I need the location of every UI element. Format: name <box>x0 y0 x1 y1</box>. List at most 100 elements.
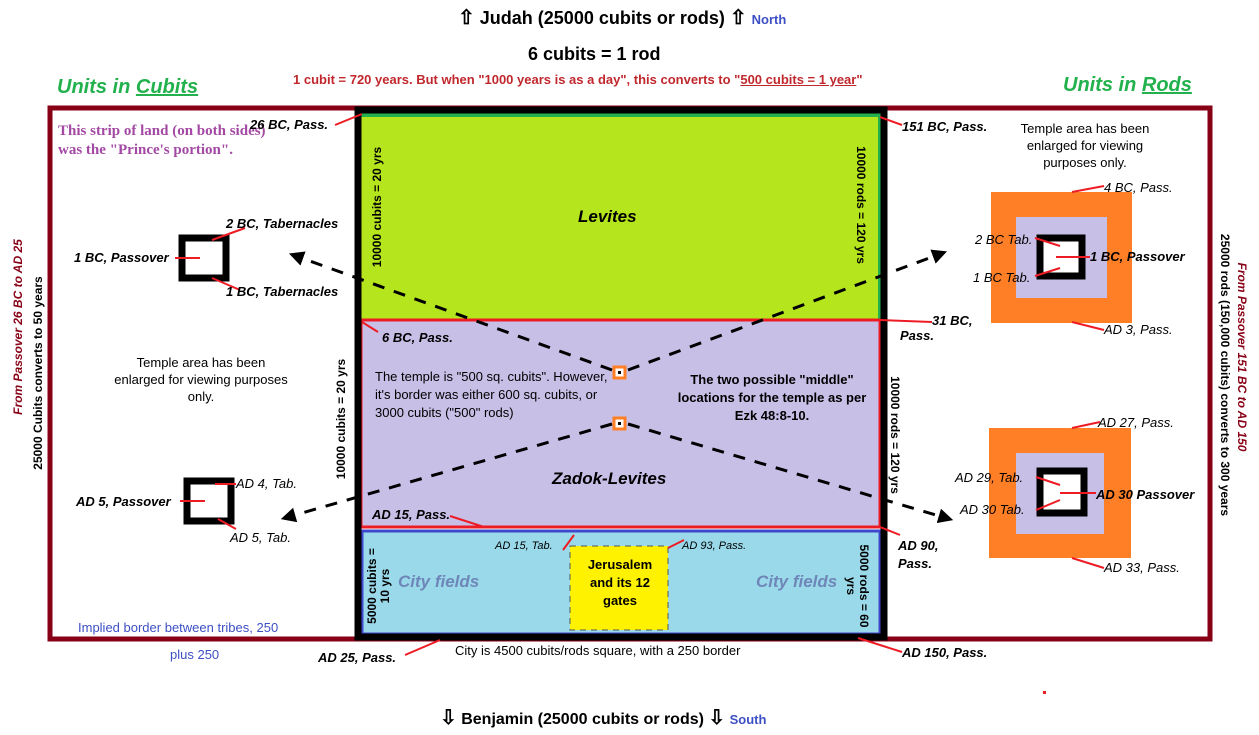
city-size-note: City is 4500 cubits/rods square, with a … <box>455 643 741 658</box>
label-1bc-tabernacles-left: 1 BC, Tabernacles <box>226 284 339 299</box>
label-ad15-pass: AD 15, Pass. <box>372 507 451 522</box>
label-ad27-pass-right: AD 27, Pass. <box>1098 415 1174 430</box>
left-temple-note: Temple area has been enlarged for viewin… <box>114 355 288 404</box>
left-units-title-a: Units in <box>57 76 136 98</box>
label-ad5-tab-left: AD 5, Tab. <box>230 530 291 545</box>
left-side-conversion: 25000 Cubits converts to 50 years <box>31 276 45 470</box>
implied-border-note: Implied border between tribes, 250 <box>78 620 279 635</box>
leader-ad90 <box>879 526 901 536</box>
leader-2bc-tab-right <box>1034 237 1061 247</box>
right-units-title-a: Units in <box>1063 74 1142 96</box>
prince-note: This strip of land (on both sides) was t… <box>58 123 266 158</box>
leader-31bc <box>879 319 933 323</box>
label-1bc-tab-right: 1 BC Tab. <box>973 270 1031 285</box>
label-ad4-tab-left: AD 4, Tab. <box>236 476 297 491</box>
label-2bc-tab-right: 2 BC Tab. <box>975 232 1033 247</box>
label-151bc-pass: 151 BC, Pass. <box>902 119 988 134</box>
label-ad3-pass-right: AD 3, Pass. <box>1104 322 1173 337</box>
label-ad5-passover-left: AD 5, Passover <box>76 494 171 509</box>
middle-locations-note: The two possible "middle" locations for … <box>677 372 867 423</box>
north-direction: North <box>751 12 787 27</box>
left-units-title-b: Cubits <box>135 76 199 98</box>
label-1bc-passover-left: 1 BC, Passover <box>74 250 169 265</box>
city-fields-right-label: City fields <box>756 572 838 591</box>
cubit-years-note: 1 cubit = 720 years. But when "1000 year… <box>293 72 863 87</box>
temple-marker-lower-dot <box>618 422 621 425</box>
cubit-years-text-a: 1 cubit = 720 years. But when "1000 year… <box>293 72 741 87</box>
dim-levites-right: 10000 rods = 120 yrs <box>854 146 868 264</box>
temple-marker-upper-dot <box>618 371 621 374</box>
south-heading: ⇩ Benjamin (25000 cubits or rods) ⇩ Sout… <box>440 707 767 729</box>
label-26bc-pass: 26 BC, Pass. <box>250 117 329 132</box>
up-arrow-icon: ⇧ <box>458 7 475 29</box>
leader-ad5-tab-left <box>217 518 237 530</box>
temple-size-note: The temple is "500 sq. cubits". However,… <box>375 369 608 420</box>
leader-ad150 <box>857 637 903 653</box>
zadok-levites-label: Zadok-Levites <box>552 469 667 488</box>
leader-ad15 <box>449 515 485 528</box>
label-ad30-passover-right: AD 30 Passover <box>1096 487 1195 502</box>
label-ad33-pass-right: AD 33, Pass. <box>1104 560 1180 575</box>
left-units-title: Units in Cubits <box>57 76 198 99</box>
leader-ad93 <box>667 539 685 549</box>
leader-ad30-tab <box>1035 499 1061 511</box>
jerusalem-label: Jerusalem and its 12 gates <box>587 557 653 608</box>
label-1bc-passover-right: 1 BC, Passover <box>1090 249 1185 264</box>
label-ad30-tab-right: AD 30 Tab. <box>960 502 1025 517</box>
right-temple-note: Temple area has been enlarged for viewin… <box>1020 121 1150 170</box>
arrow-lower-right <box>627 422 954 524</box>
label-ad90-pass-a: AD 90, <box>898 538 939 553</box>
right-units-title-b: Rods <box>1141 74 1192 96</box>
label-ad15-tab: AD 15, Tab. <box>495 540 553 552</box>
dim-zadok-right: 10000 rods = 120 yrs <box>888 376 902 494</box>
north-tribe-label: Judah (25000 cubits or rods) <box>479 8 725 28</box>
label-4bc-pass-right: 4 BC, Pass. <box>1104 180 1173 195</box>
south-direction: South <box>729 712 767 727</box>
leader-ad29 <box>1035 476 1061 486</box>
cubit-years-text-b: 500 cubits = 1 year <box>740 72 857 87</box>
right-side-conversion: 25000 rods (150,000 cubits) converts to … <box>1218 233 1232 517</box>
arrow-upper-left <box>288 251 613 372</box>
right-units-title: Units in Rods <box>1063 74 1192 97</box>
leader-1bc-tab-right <box>1034 267 1061 277</box>
city-fields-left-label: City fields <box>398 572 480 591</box>
plus-border-note: plus 250 <box>170 647 220 662</box>
south-tribe-label: Benjamin (25000 cubits or rods) <box>461 711 704 728</box>
right-side-range: From Passover 151 BC to AD 150 <box>1235 262 1249 452</box>
label-ad93-pass: AD 93, Pass. <box>682 540 747 552</box>
up-arrow-icon: ⇧ <box>729 7 747 29</box>
label-31bc-pass-b: Pass. <box>900 328 934 343</box>
levites-top-stripe <box>360 112 880 117</box>
leader-26bc <box>334 113 363 126</box>
down-arrow-icon: ⇩ <box>440 707 457 729</box>
down-arrow-icon: ⇩ <box>708 707 726 729</box>
left-side-range: From Passover 26 BC to AD 25 <box>11 239 25 415</box>
leader-6bc <box>361 321 379 333</box>
label-ad29-tab-right: AD 29, Tab. <box>955 470 1024 485</box>
dim-city-right: 5000 rods = 60 yrs <box>844 544 871 628</box>
leader-151bc <box>879 116 903 126</box>
leader-ad15-tab <box>562 534 575 551</box>
label-2bc-tabernacles-left: 2 BC, Tabernacles <box>226 216 339 231</box>
cubit-years-text-c: " <box>856 72 863 87</box>
dim-levites-left: 10000 cubits = 20 yrs <box>370 146 384 268</box>
leader-ad33 <box>1071 557 1105 569</box>
leader-ad27 <box>1071 421 1101 429</box>
leader-2bc-tab-left <box>211 227 246 241</box>
rod-conversion: 6 cubits = 1 rod <box>528 44 661 64</box>
dim-zadok-left: 10000 cubits = 20 yrs <box>334 358 348 480</box>
leader-1bc-tab-left <box>211 277 241 291</box>
arrow-upper-right <box>627 249 948 372</box>
levites-region <box>360 112 880 320</box>
leader-ad25 <box>404 639 441 656</box>
center-frame <box>354 106 888 641</box>
label-6bc-pass: 6 BC, Pass. <box>382 330 453 345</box>
label-ad25-pass: AD 25, Pass. <box>318 650 397 665</box>
label-31bc-pass-a: 31 BC, <box>932 313 973 328</box>
north-heading: ⇧ Judah (25000 cubits or rods) ⇧ North <box>458 8 786 29</box>
dim-city-left: 5000 cubits = 10 yrs <box>365 548 392 624</box>
leader-ad3 <box>1071 321 1105 331</box>
leader-4bc <box>1071 185 1105 193</box>
label-ad150-pass: AD 150, Pass. <box>902 645 988 660</box>
